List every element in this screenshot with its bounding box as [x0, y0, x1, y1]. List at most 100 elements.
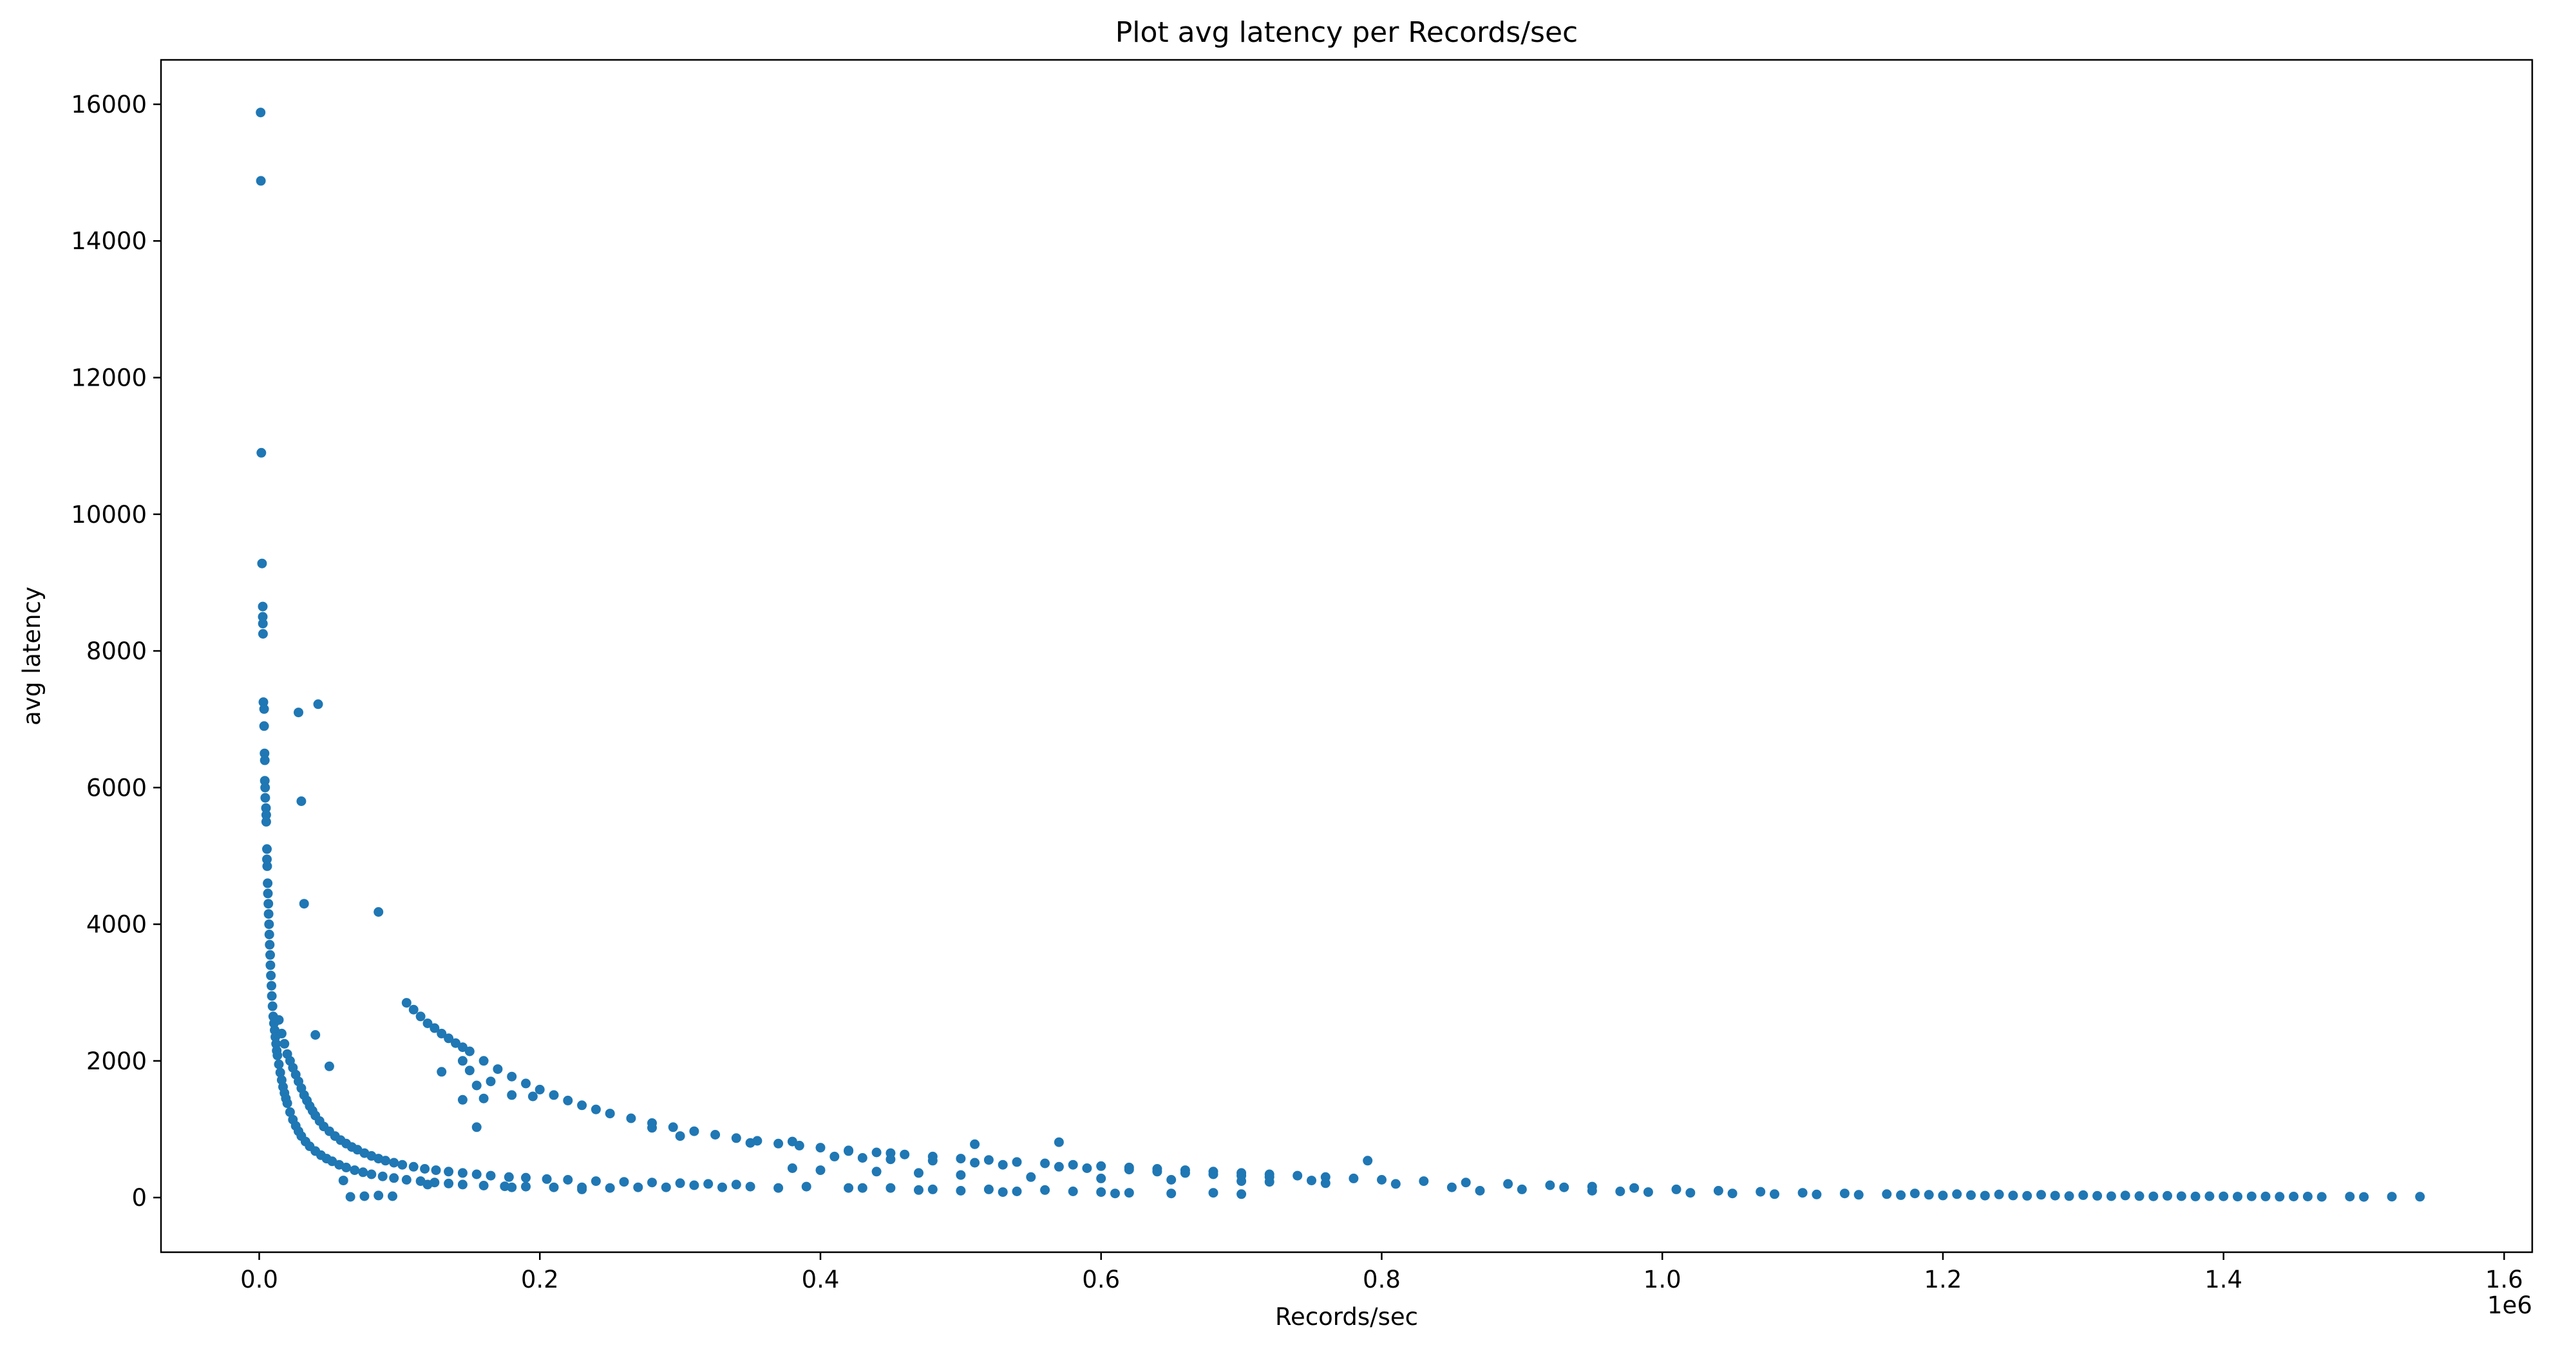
y-tick-label: 12000	[71, 364, 147, 392]
data-point	[535, 1084, 545, 1094]
data-point	[437, 1028, 447, 1038]
data-point	[2064, 1191, 2074, 1201]
data-point	[1264, 1172, 1274, 1182]
data-point	[1054, 1137, 1064, 1147]
data-point	[2260, 1191, 2271, 1201]
data-point	[549, 1182, 559, 1192]
data-point	[1307, 1176, 1316, 1186]
data-point	[294, 708, 303, 718]
data-point	[773, 1138, 784, 1149]
data-point	[313, 699, 323, 709]
x-axis-label: Records/sec	[1275, 1303, 1418, 1331]
data-point	[1938, 1190, 1948, 1201]
data-point	[1643, 1187, 1653, 1197]
data-point	[626, 1113, 636, 1123]
data-point	[577, 1184, 587, 1194]
data-point	[1797, 1188, 1808, 1198]
data-point	[1124, 1165, 1134, 1175]
data-point	[591, 1176, 601, 1187]
data-point	[577, 1100, 587, 1111]
data-point	[1026, 1172, 1036, 1182]
plot-frame	[160, 59, 2533, 1253]
data-point	[1461, 1178, 1471, 1188]
data-point	[444, 1033, 454, 1044]
data-point	[1363, 1156, 1373, 1166]
data-point	[267, 981, 276, 991]
data-point	[401, 998, 412, 1008]
data-point	[264, 919, 274, 930]
data-point	[1839, 1188, 1850, 1199]
data-point	[914, 1168, 923, 1178]
data-point	[457, 1179, 468, 1190]
data-point	[745, 1181, 755, 1192]
data-point	[451, 1038, 460, 1048]
data-point	[2190, 1191, 2201, 1201]
data-point	[261, 803, 271, 813]
data-point	[527, 1091, 538, 1102]
data-point	[422, 1179, 433, 1190]
data-point	[1853, 1190, 1864, 1200]
data-point	[2345, 1192, 2355, 1202]
data-point	[844, 1183, 854, 1193]
data-point	[731, 1179, 741, 1190]
data-point	[260, 793, 270, 803]
y-tick-label: 0	[131, 1184, 147, 1212]
data-point	[1377, 1175, 1387, 1185]
data-point	[1587, 1186, 1597, 1196]
data-point	[275, 1067, 285, 1078]
data-point	[486, 1170, 496, 1181]
data-point	[259, 721, 269, 731]
data-point	[1096, 1161, 1106, 1171]
data-point	[374, 907, 384, 917]
data-point	[521, 1078, 531, 1089]
data-point	[471, 1169, 482, 1179]
data-point	[1068, 1160, 1078, 1170]
data-point	[844, 1146, 854, 1156]
data-point	[1068, 1187, 1078, 1196]
data-point	[542, 1174, 552, 1184]
data-point	[2022, 1190, 2032, 1201]
data-point	[431, 1165, 441, 1176]
data-point	[619, 1177, 629, 1187]
data-point	[668, 1122, 678, 1132]
data-point	[521, 1172, 531, 1183]
data-point	[2387, 1192, 2397, 1202]
data-point	[900, 1149, 910, 1160]
y-tick-label: 6000	[86, 774, 147, 802]
data-points	[256, 108, 2425, 1202]
data-point	[258, 612, 268, 622]
data-point	[272, 1050, 283, 1060]
data-point	[857, 1153, 867, 1163]
data-point	[282, 1098, 292, 1109]
data-point	[401, 1175, 412, 1185]
y-tick-label: 10000	[71, 501, 147, 529]
data-point	[296, 796, 307, 806]
data-point	[787, 1136, 797, 1147]
data-point	[381, 1156, 391, 1166]
x-tick-label: 0.6	[1082, 1266, 1120, 1293]
data-point	[350, 1165, 360, 1176]
data-point	[549, 1090, 559, 1100]
data-point	[927, 1184, 938, 1194]
data-point	[1446, 1182, 1457, 1192]
data-point	[464, 1046, 475, 1056]
data-point	[258, 601, 268, 612]
data-point	[794, 1140, 804, 1150]
data-point	[1152, 1167, 1162, 1177]
data-point	[1756, 1187, 1766, 1197]
data-point	[745, 1138, 755, 1148]
data-point	[983, 1184, 994, 1194]
data-point	[256, 176, 266, 186]
data-point	[265, 960, 276, 970]
data-point	[274, 1059, 284, 1069]
data-point	[689, 1180, 699, 1190]
data-point	[299, 899, 309, 909]
data-point	[377, 1171, 388, 1181]
data-point	[457, 1056, 468, 1066]
data-point	[389, 1173, 399, 1183]
data-point	[389, 1158, 399, 1168]
data-point	[605, 1109, 615, 1119]
data-point	[801, 1181, 811, 1192]
data-point	[591, 1104, 601, 1114]
data-point	[324, 1061, 334, 1071]
